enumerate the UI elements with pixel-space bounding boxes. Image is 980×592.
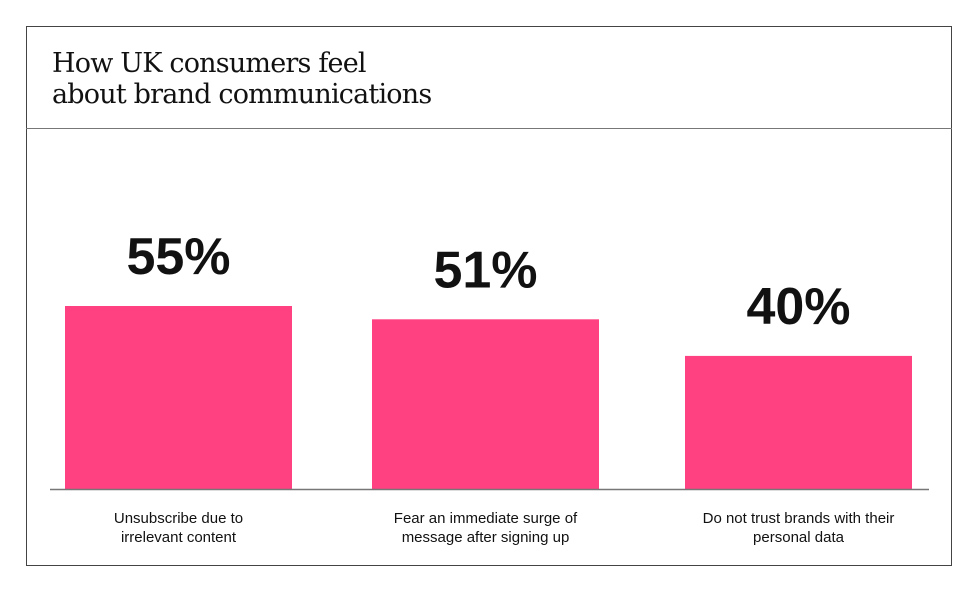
chart-frame bbox=[26, 26, 952, 566]
chart-title: How UK consumers feel about brand commun… bbox=[52, 48, 432, 110]
category-label: Fear an immediate surge of bbox=[394, 510, 578, 527]
category-label: Unsubscribe due to bbox=[114, 510, 243, 527]
bar bbox=[685, 355, 912, 489]
header-divider bbox=[26, 128, 952, 129]
category-label: Do not trust brands with their bbox=[703, 510, 895, 527]
category-label: personal data bbox=[753, 529, 845, 546]
chart-title-line-1: How UK consumers feel bbox=[52, 48, 367, 79]
category-label: irrelevant content bbox=[121, 529, 237, 546]
value-label: 40% bbox=[746, 278, 850, 336]
value-label: 51% bbox=[433, 241, 537, 299]
bar bbox=[372, 319, 599, 489]
chart-title-line-2: about brand communications bbox=[52, 79, 432, 110]
bar bbox=[65, 306, 292, 489]
value-label: 55% bbox=[126, 228, 230, 286]
category-label: message after signing up bbox=[402, 529, 570, 546]
